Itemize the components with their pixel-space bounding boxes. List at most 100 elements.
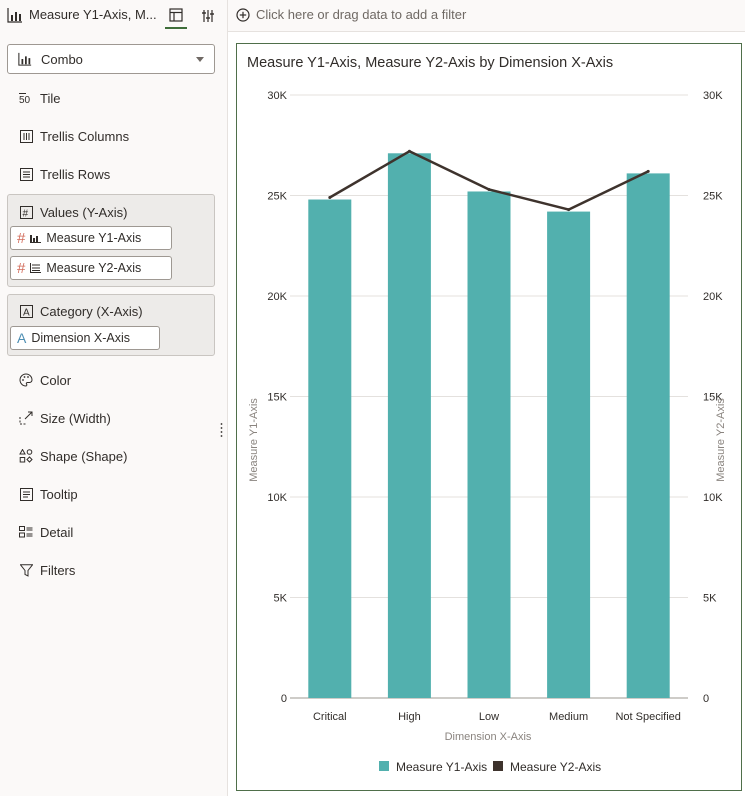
tooltip-icon <box>18 486 34 502</box>
shelf-label: Color <box>40 372 72 388</box>
properties-panel-tab[interactable] <box>197 3 219 29</box>
shelf-trellis-columns[interactable]: Trellis Columns <box>18 126 129 146</box>
measure-icon: # <box>17 259 26 277</box>
pill-label: Dimension X-Axis <box>31 331 130 345</box>
y1-tick-label: 10K <box>267 492 287 504</box>
size-icon <box>18 410 34 426</box>
category-pill[interactable]: A Dimension X-Axis <box>10 326 160 350</box>
pill-label: Measure Y2-Axis <box>46 261 142 275</box>
line-chart-icon <box>30 263 42 273</box>
y1-tick-label: 20K <box>267 291 287 303</box>
y2-tick-label: 0 <box>703 693 709 705</box>
x-tick-label: Not Specified <box>615 711 680 723</box>
x-tick-label: Medium <box>549 711 588 723</box>
shelf-trellis-rows[interactable]: Trellis Rows <box>18 164 110 184</box>
svg-text:50: 50 <box>19 95 31 104</box>
y2-tick-label: 30K <box>703 90 723 102</box>
shelf-tile[interactable]: 50 Tile <box>18 88 60 108</box>
shelf-label: Tile <box>40 90 61 106</box>
shelf-label: Shape (Shape) <box>40 448 128 464</box>
svg-text:#: # <box>22 208 28 219</box>
bar[interactable] <box>547 211 591 698</box>
bar[interactable] <box>467 191 511 699</box>
y1-tick-label: 15K <box>267 392 287 404</box>
y1-tick-label: 0 <box>281 693 287 705</box>
shelf-label: Trellis Columns <box>40 128 130 144</box>
x-tick-label: Critical <box>313 711 347 723</box>
tile-icon: 50 <box>18 90 34 106</box>
line-point[interactable] <box>328 196 332 200</box>
shelf-label: Values (Y-Axis) <box>40 204 128 220</box>
category-icon: A <box>18 303 34 319</box>
palette-icon <box>18 372 34 388</box>
shelf-label: Tooltip <box>40 486 78 502</box>
values-pill-y2[interactable]: # Measure Y2-Axis <box>10 256 172 280</box>
viz-type-select[interactable]: Combo <box>7 44 215 74</box>
shapes-icon <box>18 448 34 464</box>
values-pill-y1[interactable]: # Measure Y1-Axis <box>10 226 172 250</box>
line-point[interactable] <box>567 208 571 212</box>
y2-tick-label: 15K <box>703 392 723 404</box>
line-point[interactable] <box>487 187 491 191</box>
combo-chart[interactable]: 0 0 5K 5K 10K 10K 15K 15K 20K 20K 25K 25K 30K 30K Crit… <box>236 43 742 791</box>
viz-type-label: Combo <box>41 52 83 67</box>
legend-swatch-y2 <box>493 761 503 771</box>
y1-axis-title: Measure Y1-Axis <box>248 398 260 482</box>
grammar-panel-tab[interactable] <box>165 3 187 29</box>
shelf-values[interactable]: # Values (Y-Axis) <box>18 202 127 222</box>
bar[interactable] <box>387 153 431 698</box>
y1-tick-label: 30K <box>267 90 287 102</box>
viz-title[interactable]: Measure Y1-Axis, M... <box>29 7 157 22</box>
line-point[interactable] <box>646 169 650 173</box>
y1-tick-label: 25K <box>267 191 287 203</box>
combo-chart-icon <box>7 7 23 23</box>
combo-chart-icon <box>18 52 32 71</box>
svg-text:A: A <box>23 307 30 318</box>
shelf-label: Detail <box>40 524 74 540</box>
line-point[interactable] <box>407 149 411 153</box>
shelf-label: Size (Width) <box>40 410 111 426</box>
shelf-detail[interactable]: Detail <box>18 522 73 542</box>
legend-label-y1: Measure Y1-Axis <box>396 760 487 774</box>
trellis-rows-icon <box>18 166 34 182</box>
x-tick-label: High <box>398 711 421 723</box>
detail-icon <box>18 524 34 540</box>
bar[interactable] <box>626 173 670 698</box>
trellis-columns-icon <box>18 128 34 144</box>
y2-axis-title: Measure Y2-Axis <box>715 398 727 482</box>
shelf-category[interactable]: A Category (X-Axis) <box>18 301 143 321</box>
shelf-label: Trellis Rows <box>40 166 111 182</box>
chevron-down-icon <box>196 57 204 62</box>
funnel-icon <box>18 562 34 578</box>
y2-tick-label: 20K <box>703 291 723 303</box>
measure-icon: # <box>17 229 26 247</box>
grammar-panel: Combo 50 Tile Trellis Columns Trellis Ro… <box>0 32 228 796</box>
bar[interactable] <box>308 199 352 698</box>
y2-tick-label: 10K <box>703 492 723 504</box>
sliders-icon <box>202 10 214 22</box>
filter-bar[interactable]: Click here or drag data to add a filter <box>236 7 466 22</box>
values-icon: # <box>18 204 34 220</box>
y2-tick-label: 25K <box>703 191 723 203</box>
x-axis-title: Dimension X-Axis <box>445 731 532 743</box>
shelf-color[interactable]: Color <box>18 370 71 390</box>
viz-header: Measure Y1-Axis, M... <box>0 0 228 32</box>
shelf-size[interactable]: Size (Width) <box>18 408 111 428</box>
x-tick-label: Low <box>479 711 499 723</box>
attribute-icon: A <box>17 330 27 346</box>
shelf-label: Category (X-Axis) <box>40 303 143 319</box>
pill-label: Measure Y1-Axis <box>46 231 142 245</box>
legend-swatch-y1 <box>379 761 389 771</box>
shelf-tooltip[interactable]: Tooltip <box>18 484 78 504</box>
add-filter-icon <box>236 7 250 22</box>
y2-tick-label: 5K <box>703 593 717 605</box>
grammar-icon <box>169 8 183 22</box>
shelf-label: Filters <box>40 562 76 578</box>
chart-title: Measure Y1-Axis, Measure Y2-Axis by Dime… <box>247 55 614 71</box>
y1-tick-label: 5K <box>274 593 288 605</box>
shelf-filters[interactable]: Filters <box>18 560 75 580</box>
bar-chart-icon <box>30 233 42 243</box>
shelf-shape[interactable]: Shape (Shape) <box>18 446 127 466</box>
filter-prompt: Click here or drag data to add a filter <box>256 7 467 22</box>
panel-resize-handle[interactable] <box>220 422 223 438</box>
